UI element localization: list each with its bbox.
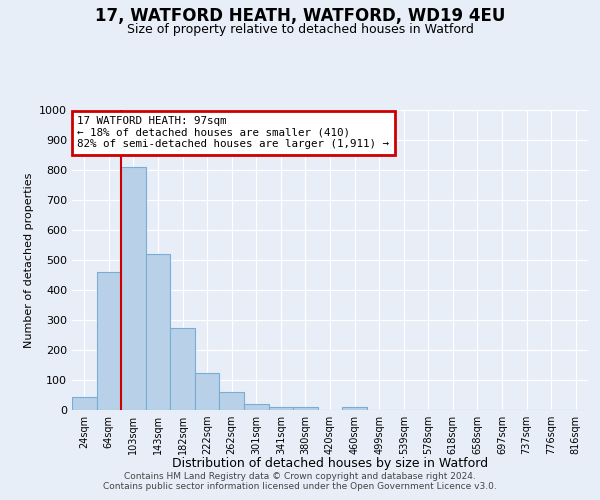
Text: Size of property relative to detached houses in Watford: Size of property relative to detached ho… bbox=[127, 22, 473, 36]
Y-axis label: Number of detached properties: Number of detached properties bbox=[23, 172, 34, 348]
Text: Contains public sector information licensed under the Open Government Licence v3: Contains public sector information licen… bbox=[103, 482, 497, 491]
Bar bbox=[269, 407, 293, 410]
Bar bbox=[220, 392, 244, 410]
Bar bbox=[195, 372, 220, 410]
Bar bbox=[342, 407, 367, 410]
Bar bbox=[244, 404, 269, 410]
Text: 17 WATFORD HEATH: 97sqm
← 18% of detached houses are smaller (410)
82% of semi-d: 17 WATFORD HEATH: 97sqm ← 18% of detache… bbox=[77, 116, 389, 149]
Text: Contains HM Land Registry data © Crown copyright and database right 2024.: Contains HM Land Registry data © Crown c… bbox=[124, 472, 476, 481]
Bar bbox=[121, 167, 146, 410]
Bar bbox=[293, 407, 318, 410]
Text: Distribution of detached houses by size in Watford: Distribution of detached houses by size … bbox=[172, 458, 488, 470]
Bar bbox=[146, 254, 170, 410]
Bar bbox=[72, 396, 97, 410]
Bar bbox=[170, 328, 195, 410]
Text: 17, WATFORD HEATH, WATFORD, WD19 4EU: 17, WATFORD HEATH, WATFORD, WD19 4EU bbox=[95, 8, 505, 26]
Bar bbox=[97, 272, 121, 410]
